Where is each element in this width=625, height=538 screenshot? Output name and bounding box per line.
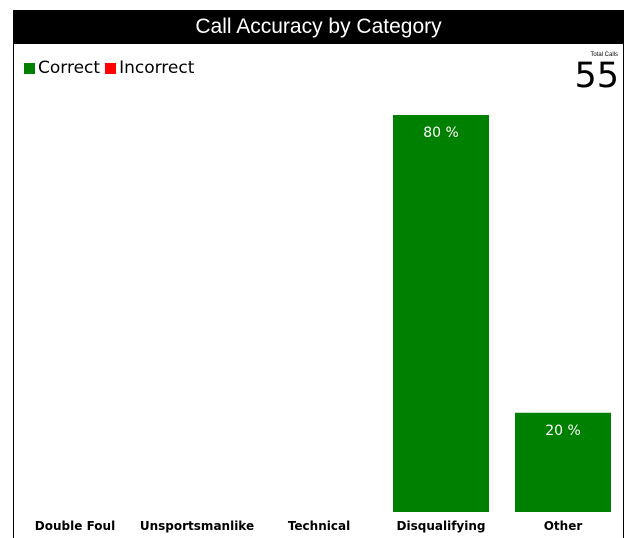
x-tick-label-double-foul: Double Foul: [35, 519, 115, 533]
total-calls-value: 55: [574, 56, 619, 96]
data-label-other: 20 %: [545, 423, 581, 439]
x-tick-label-unsportsmanlike: Unsportsmanlike: [140, 519, 254, 533]
legend-label-correct: Correct: [38, 58, 101, 78]
x-tick-label-technical: Technical: [288, 519, 350, 533]
chart-frame: [13, 10, 624, 538]
legend: Correct Incorrect: [24, 58, 199, 78]
chart-title: Call Accuracy by Category: [13, 10, 624, 44]
bar-correct-other: [515, 412, 611, 512]
legend-item-incorrect: Incorrect: [105, 58, 194, 78]
legend-swatch-correct: [24, 62, 35, 74]
legend-swatch-incorrect: [105, 62, 117, 74]
data-label-disqualifying: 80 %: [423, 125, 459, 141]
x-tick-label-other: Other: [544, 519, 583, 533]
total-calls-label: Total Calls: [590, 52, 618, 58]
bar-correct-disqualifying: [393, 115, 489, 512]
legend-label-incorrect: Incorrect: [119, 58, 195, 78]
total-calls-box: Total Calls 55: [574, 51, 619, 96]
x-tick-label-disqualifying: Disqualifying: [397, 519, 486, 533]
legend-item-correct: Correct: [24, 58, 100, 78]
